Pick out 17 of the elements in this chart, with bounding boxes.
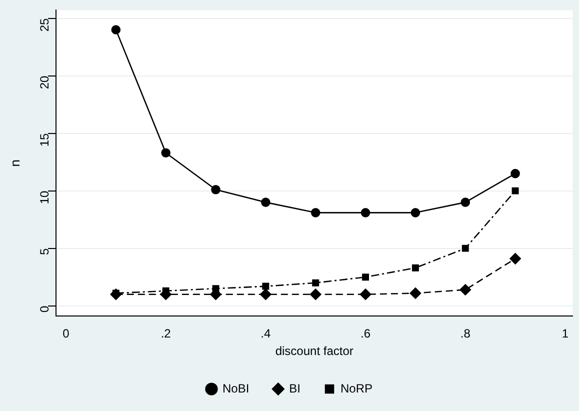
x-tick-label: 0 [62,326,70,341]
x-axis-title: discount factor [275,344,354,358]
y-tick-label: 20 [37,75,52,90]
y-tick-label: 25 [37,18,52,32]
y-tick-label: 5 [37,248,52,256]
x-tick-label: 1 [562,326,569,341]
legend-label: NoBI [222,381,250,396]
x-tick-label: .6 [360,326,371,341]
legend-label: NoRP [340,381,373,396]
legend-label: BI [289,381,301,396]
y-tick-label: 10 [37,190,52,204]
x-tick-label: .8 [460,326,471,341]
y-tick-label: 15 [37,132,52,147]
y-tick-label: 0 [37,306,52,313]
x-tick-label: .2 [160,326,172,341]
y-axis-title: n [7,160,22,167]
x-tick-label: .4 [260,326,271,341]
